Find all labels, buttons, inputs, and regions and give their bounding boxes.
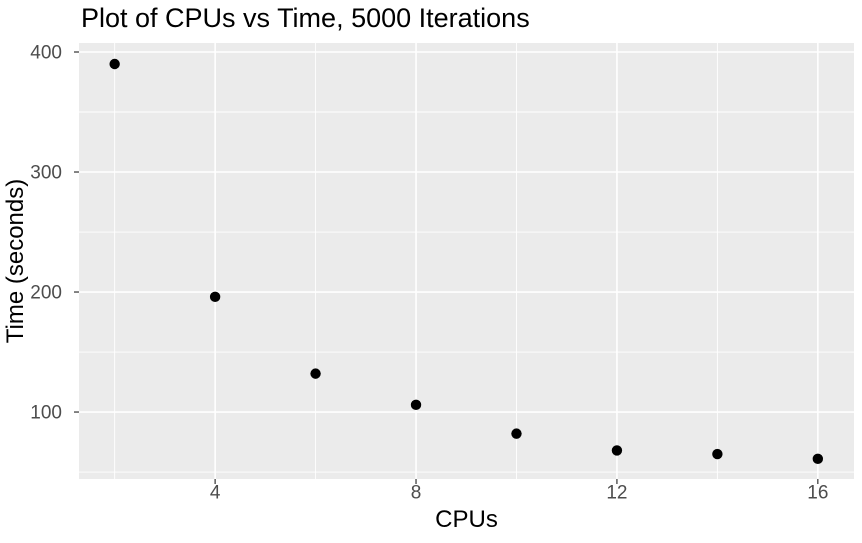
panel-background [79,43,854,479]
data-point [812,453,824,465]
y-tick-label: 200 [30,283,62,304]
chart-title: Plot of CPUs vs Time, 5000 Iterations [81,3,530,33]
x-tick-label: 8 [411,483,422,504]
data-point [712,448,723,460]
y-tick-label: 300 [30,163,62,184]
data-point [511,428,522,439]
x-tick-label: 12 [606,483,627,504]
x-axis-title: CPUs [435,506,498,533]
data-point [611,445,623,456]
data-point [310,368,321,379]
y-tick-label: 100 [30,403,62,424]
y-tick-label: 400 [30,43,62,64]
data-point [109,58,120,70]
data-point [410,399,422,411]
data-point [209,291,221,303]
x-tick-label: 16 [807,483,828,504]
y-axis-title: Time (seconds) [2,178,29,344]
x-tick-label: 4 [210,483,221,504]
